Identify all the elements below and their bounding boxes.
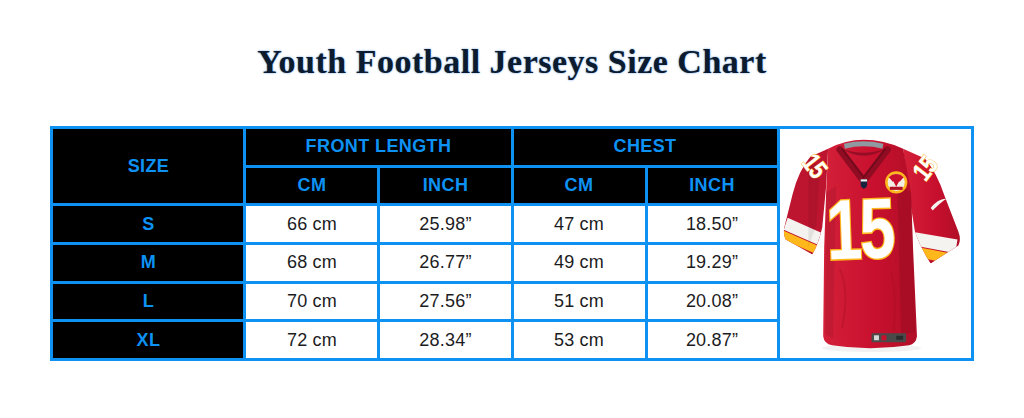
chest-inch-value: 19.29” (646, 243, 778, 282)
front-length-inch-value: 28.34” (379, 321, 512, 360)
unit-header-front-cm: CM (245, 166, 379, 205)
chest-inch-value: 20.08” (646, 282, 778, 321)
jersey-chest-number: 15 (824, 180, 894, 277)
front-length-inch-value: 27.56” (379, 282, 512, 321)
header-row-groups: SIZE FRONT LENGTH CHEST (52, 128, 972, 167)
front-length-cm-value: 70 cm (245, 282, 379, 321)
chest-header: CHEST (512, 128, 778, 167)
unit-header-front-inch: INCH (379, 166, 512, 205)
chest-cm-value: 49 cm (512, 243, 646, 282)
size-label: M (52, 243, 245, 282)
size-label: XL (52, 321, 245, 360)
front-length-cm-value: 68 cm (245, 243, 379, 282)
front-length-inch-value: 26.77” (379, 243, 512, 282)
front-length-cm-value: 66 cm (245, 205, 379, 244)
chest-inch-value: 20.87” (646, 321, 778, 360)
size-column-header: SIZE (52, 128, 245, 205)
chest-cm-value: 51 cm (512, 282, 646, 321)
chest-cm-value: 53 cm (512, 321, 646, 360)
front-length-header: FRONT LENGTH (245, 128, 512, 167)
size-label: L (52, 282, 245, 321)
size-chart-table: SIZE FRONT LENGTH CHEST (50, 126, 973, 361)
front-length-inch-value: 25.98” (379, 205, 512, 244)
unit-header-chest-cm: CM (512, 166, 646, 205)
page-title: Youth Football Jerseys Size Chart (0, 42, 1024, 82)
jock-tag (871, 333, 906, 342)
unit-header-chest-inch: INCH (646, 166, 778, 205)
jersey-image: 15 15 15 (780, 129, 971, 358)
front-length-cm-value: 72 cm (245, 321, 379, 360)
jersey-photo-cell: 15 15 15 (778, 128, 972, 360)
chest-cm-value: 47 cm (512, 205, 646, 244)
chest-inch-value: 18.50” (646, 205, 778, 244)
size-label: S (52, 205, 245, 244)
